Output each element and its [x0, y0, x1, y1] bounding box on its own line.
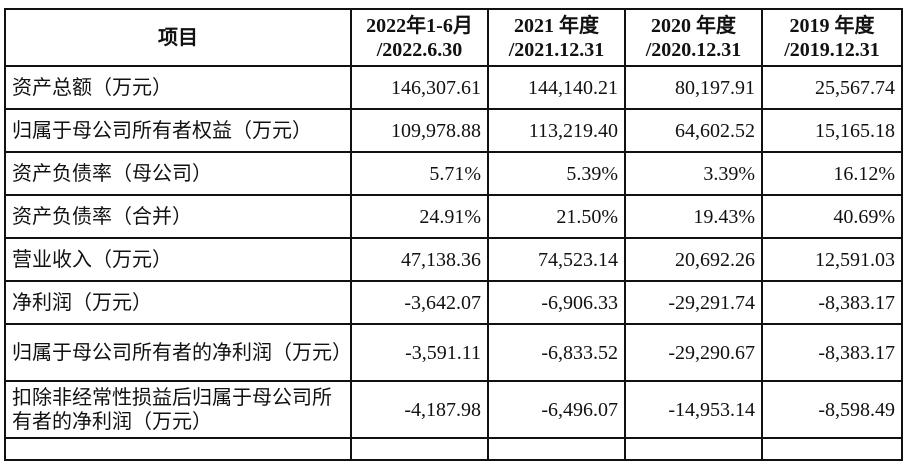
header-line2: /2019.12.31 — [784, 38, 880, 61]
header-2021: 2021 年度/2021.12.31 — [487, 8, 626, 67]
table-row: 资产负债率（合并） 24.91% 21.50% 19.43% 40.69% — [4, 194, 903, 239]
header-line1: 2022年1-6月 — [366, 14, 473, 37]
table-row: 归属于母公司所有者权益（万元） 109,978.88 113,219.40 64,60… — [4, 108, 903, 153]
row-value: 15,165.18 — [761, 108, 903, 153]
table-row: 资产负债率（母公司） 5.71% 5.39% 3.39% 16.12% — [4, 151, 903, 196]
header-2022h1: 2022年1-6月/2022.6.30 — [350, 8, 489, 67]
row-label: 营业收入（万元） — [4, 237, 352, 282]
row-value: -29,291.74 — [624, 280, 763, 325]
row-value: 47,138.36 — [350, 237, 489, 282]
row-value: 3.39% — [624, 151, 763, 196]
row-value: 113,219.40 — [487, 108, 626, 153]
row-label: 资产负债率（母公司） — [4, 151, 352, 196]
header-2020: 2020 年度/2020.12.31 — [624, 8, 763, 67]
table-row: 扣除非经常性损益后归属于母公司所有者的净利润（万元） -4,187.98 -6,49… — [4, 380, 903, 439]
row-value: -6,496.07 — [487, 380, 626, 439]
header-text: 项目 — [158, 26, 198, 49]
header-item: 项目 — [4, 8, 352, 67]
header-line1: 2020 年度 — [651, 14, 736, 37]
row-value: 12,591.03 — [761, 237, 903, 282]
row-value: 74,523.14 — [487, 237, 626, 282]
table-row: 营业收入（万元） 47,138.36 74,523.14 20,692.26 12,59… — [4, 237, 903, 282]
row-value: -6,833.52 — [487, 323, 626, 382]
row-value: 21.50% — [487, 194, 626, 239]
empty-cell — [624, 437, 763, 461]
row-value: -14,953.14 — [624, 380, 763, 439]
row-value: -8,598.49 — [761, 380, 903, 439]
header-line1: 2021 年度 — [514, 14, 599, 37]
row-value: 25,567.74 — [761, 65, 903, 110]
row-value: 19.43% — [624, 194, 763, 239]
row-label: 资产负债率（合并） — [4, 194, 352, 239]
row-value: 64,602.52 — [624, 108, 763, 153]
table-row: 归属于母公司所有者的净利润（万元） -3,591.11 -6,833.52 -29,2… — [4, 323, 903, 382]
empty-cell — [487, 437, 626, 461]
empty-cell — [350, 437, 489, 461]
row-label: 归属于母公司所有者的净利润（万元） — [4, 323, 352, 382]
header-2019: 2019 年度/2019.12.31 — [761, 8, 903, 67]
table-row: 资产总额（万元） 146,307.61 144,140.21 80,197.91 25,… — [4, 65, 903, 110]
row-value: -8,383.17 — [761, 323, 903, 382]
row-label: 净利润（万元） — [4, 280, 352, 325]
empty-cell — [4, 437, 352, 461]
row-value: -3,591.11 — [350, 323, 489, 382]
header-line1: 2019 年度 — [789, 14, 875, 37]
row-value: 5.71% — [350, 151, 489, 196]
row-value: -3,642.07 — [350, 280, 489, 325]
empty-cell — [761, 437, 903, 461]
row-value: -4,187.98 — [350, 380, 489, 439]
row-value: 16.12% — [761, 151, 903, 196]
row-value: 5.39% — [487, 151, 626, 196]
header-line2: /2020.12.31 — [645, 38, 742, 61]
table-row: 净利润（万元） -3,642.07 -6,906.33 -29,291.74 -8,38… — [4, 280, 903, 325]
row-value: 144,140.21 — [487, 65, 626, 110]
row-label: 归属于母公司所有者权益（万元） — [4, 108, 352, 153]
row-value: -29,290.67 — [624, 323, 763, 382]
row-value: 146,307.61 — [350, 65, 489, 110]
row-value: 80,197.91 — [624, 65, 763, 110]
header-row: 项目 2022年1-6月/2022.6.30 2021 年度/2021.12.3… — [4, 8, 903, 67]
table-row-cut-off — [4, 437, 903, 461]
row-value: -6,906.33 — [487, 280, 626, 325]
row-value: 40.69% — [761, 194, 903, 239]
row-value: 24.91% — [350, 194, 489, 239]
header-line2: /2021.12.31 — [508, 38, 605, 61]
row-value: -8,383.17 — [761, 280, 903, 325]
header-line2: /2022.6.30 — [376, 38, 463, 61]
row-label: 扣除非经常性损益后归属于母公司所有者的净利润（万元） — [4, 380, 352, 439]
financial-summary-table: 项目 2022年1-6月/2022.6.30 2021 年度/2021.12.3… — [4, 8, 903, 461]
row-label: 资产总额（万元） — [4, 65, 352, 110]
row-value: 109,978.88 — [350, 108, 489, 153]
row-value: 20,692.26 — [624, 237, 763, 282]
